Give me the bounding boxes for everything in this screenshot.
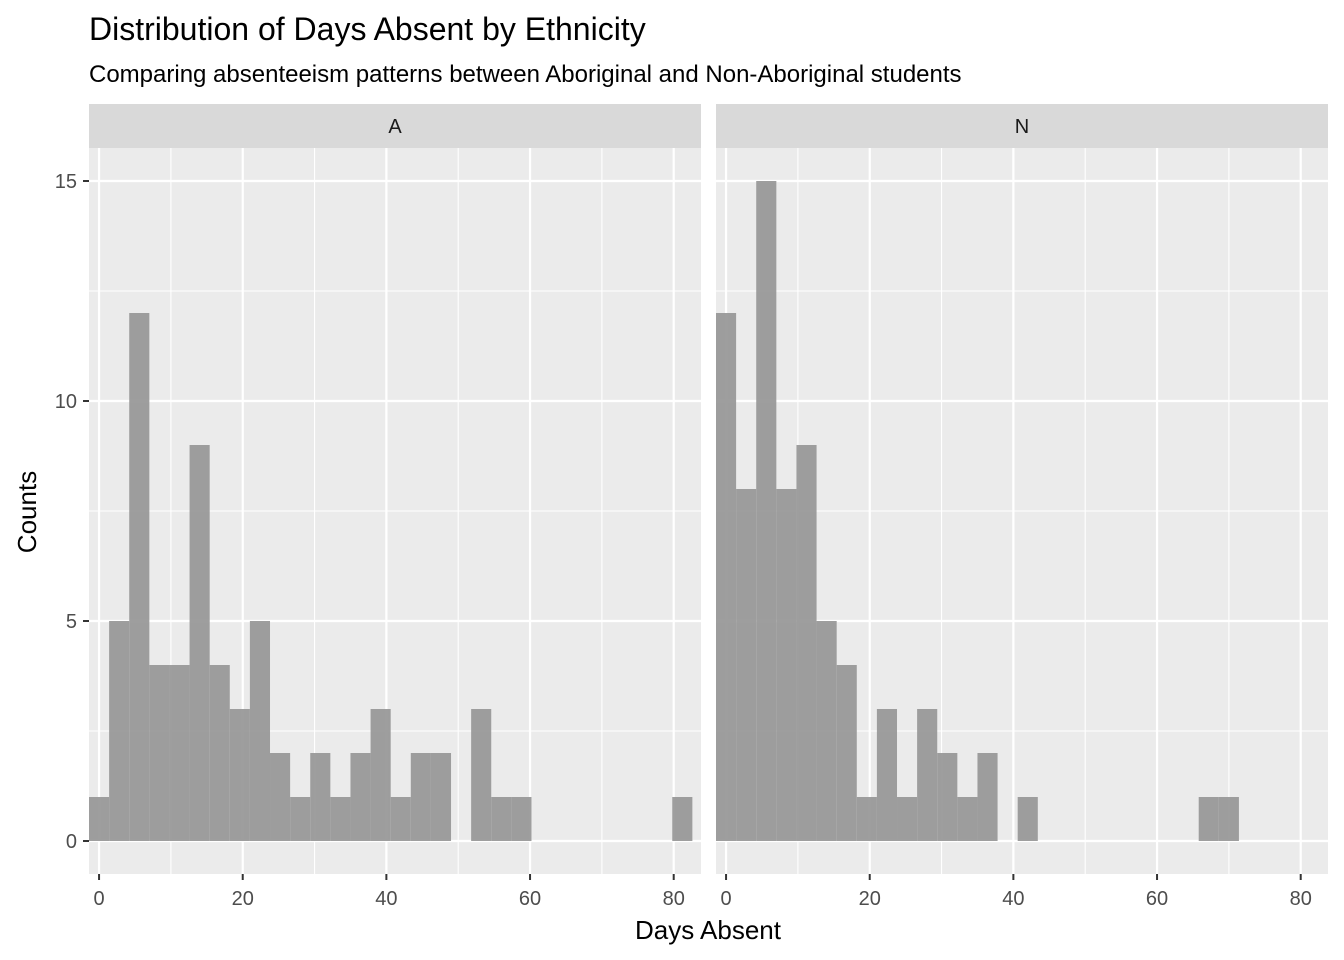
histogram-bar xyxy=(491,797,512,841)
x-tick-label: 40 xyxy=(375,888,397,910)
x-tick-label: 60 xyxy=(519,888,541,910)
histogram-bar xyxy=(290,797,311,841)
histogram-bar xyxy=(330,797,351,841)
histogram-bar xyxy=(836,665,857,841)
x-tick-label: 20 xyxy=(232,888,254,910)
histogram-bar xyxy=(1218,797,1239,841)
histogram-bar xyxy=(796,445,817,841)
histogram-bar xyxy=(229,709,250,841)
histogram-bar xyxy=(189,445,210,841)
x-tick-label: 0 xyxy=(720,888,731,910)
histogram-bar xyxy=(471,709,492,841)
histogram-bar xyxy=(672,797,693,841)
histogram-bar xyxy=(390,797,411,841)
x-tick-label: 60 xyxy=(1146,888,1168,910)
facet-panels: A 0 20 40 60 80 N 0 20 40 60 80 xyxy=(89,104,1328,910)
x-tick-label: 80 xyxy=(663,888,685,910)
histogram-bar xyxy=(410,753,431,841)
y-tick-label: 10 xyxy=(55,391,77,413)
y-tick-label: 5 xyxy=(66,611,77,633)
histogram-bar xyxy=(129,313,150,841)
x-tick-label: 20 xyxy=(859,888,881,910)
histogram-bar xyxy=(149,665,170,841)
histogram-bar xyxy=(109,621,130,841)
facet-strip-label: A xyxy=(388,116,402,138)
histogram-bar xyxy=(350,753,371,841)
histogram-bar xyxy=(977,753,998,841)
chart-title: Distribution of Days Absent by Ethnicity xyxy=(89,11,646,47)
histogram-bar xyxy=(209,665,230,841)
chart-subtitle: Comparing absenteeism patterns between A… xyxy=(89,61,962,88)
facet-strip-label: N xyxy=(1015,116,1029,138)
facet-strip xyxy=(89,104,701,148)
y-axis: 0 5 10 15 xyxy=(55,171,89,853)
histogram-bar xyxy=(756,181,777,841)
histogram-bar xyxy=(249,621,271,841)
histogram-bar xyxy=(270,753,291,841)
histogram-bar xyxy=(957,797,978,841)
histogram-bar xyxy=(1198,797,1219,841)
histogram-bar xyxy=(89,797,110,841)
histogram-bar xyxy=(169,665,190,841)
x-axis-title: Days Absent xyxy=(635,915,782,945)
histogram-bar xyxy=(1017,797,1038,841)
y-tick-label: 0 xyxy=(66,831,77,853)
x-tick-label: 0 xyxy=(93,888,104,910)
histogram-bar xyxy=(917,709,938,841)
histogram-bar xyxy=(511,797,532,841)
histogram-bar xyxy=(370,709,391,841)
histogram-bar xyxy=(716,313,737,841)
x-tick-label: 40 xyxy=(1002,888,1024,910)
histogram-bar xyxy=(856,797,877,841)
histogram-bar xyxy=(897,797,918,841)
facet-strip xyxy=(716,104,1328,148)
facet-panel-n: N 0 20 40 60 80 xyxy=(716,104,1328,910)
histogram-bar xyxy=(736,489,757,841)
histogram-bar xyxy=(816,621,837,841)
histogram-bar xyxy=(430,753,452,841)
y-tick-label: 15 xyxy=(55,171,77,193)
histogram-bar xyxy=(937,753,958,841)
histogram-bar xyxy=(310,753,331,841)
histogram-bar xyxy=(876,709,898,841)
x-tick-label: 80 xyxy=(1290,888,1312,910)
facet-panel-a: A 0 20 40 60 80 xyxy=(89,104,701,910)
y-axis-title: Counts xyxy=(12,471,42,553)
histogram-bar xyxy=(776,489,797,841)
